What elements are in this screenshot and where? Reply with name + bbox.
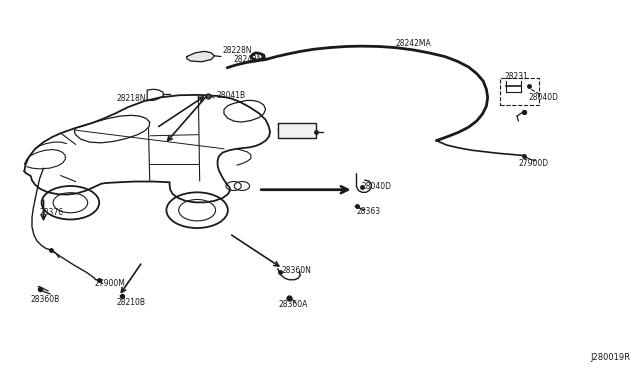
Text: 28231: 28231 (504, 72, 528, 81)
Text: 28242M: 28242M (234, 55, 264, 64)
Text: 28218N: 28218N (116, 94, 146, 103)
Text: 28376: 28376 (40, 208, 64, 217)
Text: 28360N: 28360N (282, 266, 312, 275)
Text: 28360B: 28360B (31, 295, 60, 304)
Text: 28041B: 28041B (216, 92, 246, 100)
Text: J280019R: J280019R (590, 353, 630, 362)
Bar (500, 78, 539, 105)
Text: 28242MA: 28242MA (396, 39, 431, 48)
Text: 25915P: 25915P (276, 123, 305, 132)
Polygon shape (187, 51, 214, 62)
Text: 27900M: 27900M (95, 279, 125, 288)
Text: 28228N: 28228N (223, 46, 252, 55)
Text: 28040D: 28040D (362, 182, 392, 191)
Text: 27900D: 27900D (518, 159, 548, 168)
Text: 28040D: 28040D (529, 93, 559, 102)
Text: 28363: 28363 (356, 207, 381, 216)
Bar (278, 123, 316, 138)
Text: 28360A: 28360A (278, 300, 308, 309)
Text: 28210B: 28210B (116, 298, 145, 307)
